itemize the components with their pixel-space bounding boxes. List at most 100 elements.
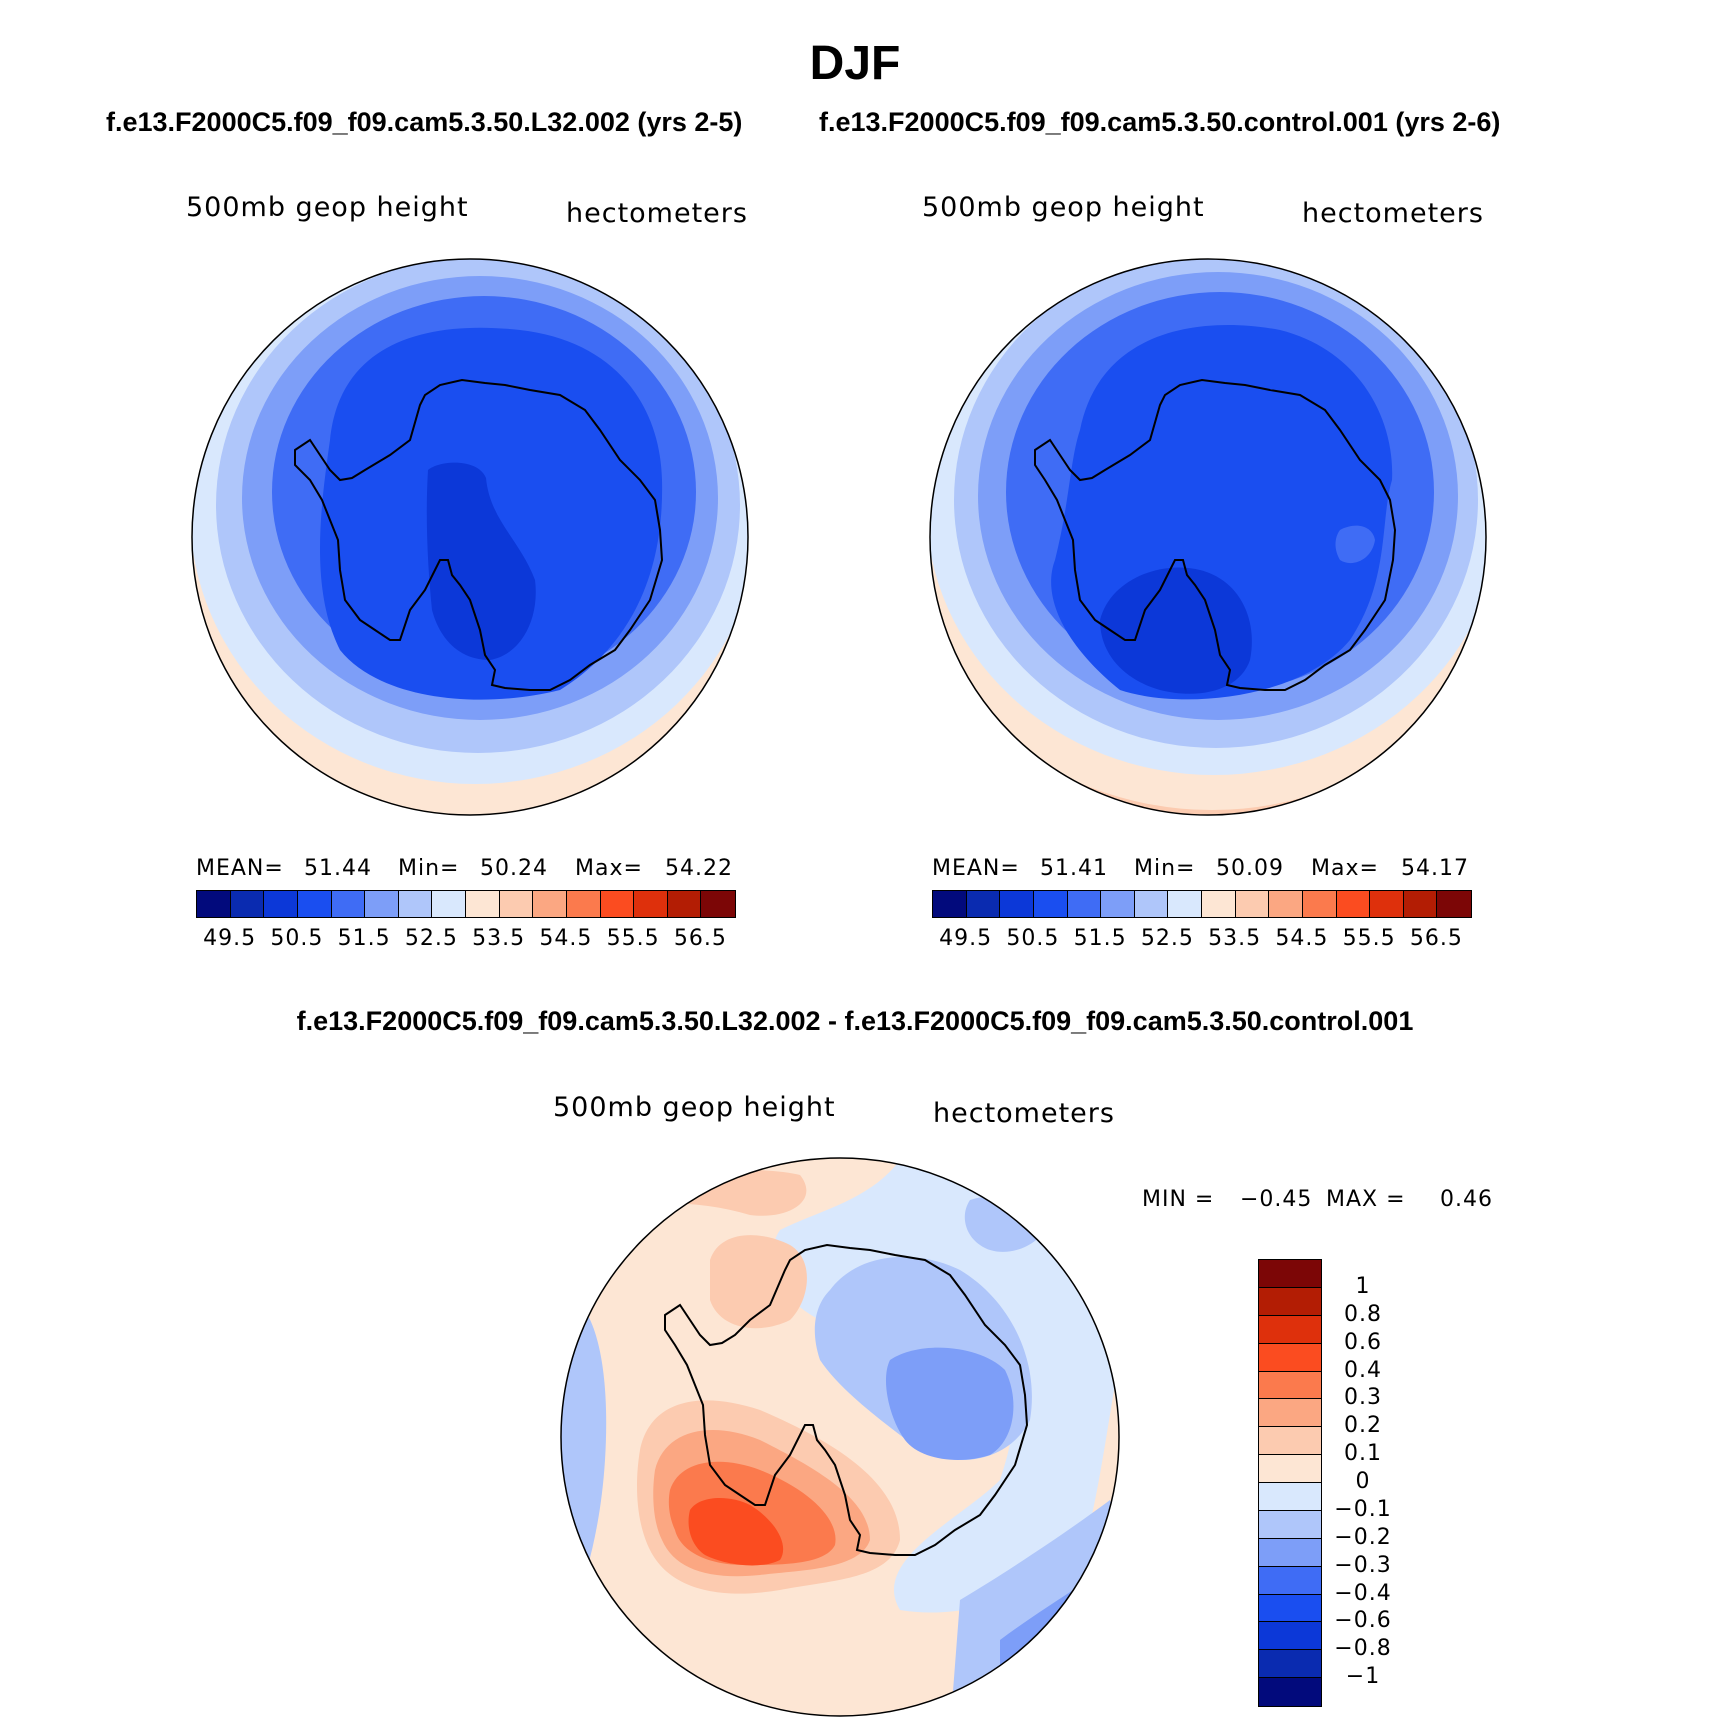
panel-1-title: f.e13.F2000C5.f09_f09.cam5.3.50.L32.002 … bbox=[106, 107, 743, 137]
panel-2-mean-label: MEAN= bbox=[932, 856, 1020, 881]
panel-1-colorbar bbox=[196, 890, 736, 918]
difference-colorbar-tick-label: 0.4 bbox=[1344, 1357, 1382, 1383]
difference-variable-label: 500mb geop height bbox=[553, 1092, 836, 1123]
difference-colorbar-tick-label: 1 bbox=[1355, 1273, 1371, 1299]
difference-min-value: −0.45 bbox=[1240, 1187, 1313, 1212]
panel-1-map bbox=[192, 259, 748, 815]
difference-colorbar-swatch-7 bbox=[1259, 1455, 1321, 1483]
panel-1-colorbar-tick-label: 49.5 bbox=[203, 926, 257, 951]
difference-colorbar-tick-label: 0.2 bbox=[1344, 1413, 1382, 1439]
panel-2-map bbox=[930, 259, 1486, 815]
panel-2-colorbar-swatch-5 bbox=[1101, 891, 1135, 917]
panel-1-colorbar-tick-label: 51.5 bbox=[337, 926, 391, 951]
difference-colorbar-swatch-1 bbox=[1259, 1287, 1321, 1316]
panel-1-colorbar-swatch-8 bbox=[466, 891, 500, 917]
difference-title: f.e13.F2000C5.f09_f09.cam5.3.50.L32.002 … bbox=[296, 1006, 1414, 1036]
difference-colorbar-swatch-12 bbox=[1259, 1594, 1321, 1623]
panel-2-colorbar-swatch-1 bbox=[966, 891, 1001, 917]
panel-1-colorbar-swatch-14 bbox=[667, 891, 702, 917]
panel-1-colorbar-swatch-3 bbox=[297, 891, 332, 917]
difference-colorbar-tick-label: 0 bbox=[1355, 1469, 1371, 1494]
panel-2-colorbar-swatch-9 bbox=[1235, 891, 1270, 917]
panel-2-colorbar-swatch-4 bbox=[1067, 891, 1102, 917]
difference-colorbar-tick-label: 0.3 bbox=[1344, 1385, 1382, 1411]
panel-2-colorbar-tick-label: 55.5 bbox=[1342, 926, 1396, 951]
panel-1-colorbar-swatch-15 bbox=[701, 891, 735, 917]
panel-1-variable-label: 500mb geop height bbox=[186, 192, 469, 223]
difference-map bbox=[561, 1158, 1119, 1716]
panel-1-colorbar-tick-label: 53.5 bbox=[472, 926, 526, 951]
difference-colorbar-tick-label: 0.1 bbox=[1344, 1441, 1382, 1467]
difference-units-label: hectometers bbox=[933, 1098, 1115, 1129]
difference-colorbar-tick-label: −0.1 bbox=[1334, 1496, 1392, 1522]
antarctica-coastline-2 bbox=[1034, 378, 1397, 691]
panel-2-variable-label: 500mb geop height bbox=[922, 192, 1205, 223]
difference-colorbar-swatch-3 bbox=[1259, 1343, 1321, 1372]
panel-1-min-value: 50.24 bbox=[480, 856, 548, 881]
panel-2-max-label: Max= bbox=[1311, 856, 1379, 881]
panel-2-colorbar-tick-label: 56.5 bbox=[1409, 926, 1463, 951]
difference-colorbar-tick-label: 0.6 bbox=[1344, 1329, 1382, 1355]
panel-2-colorbar-tick-label: 53.5 bbox=[1208, 926, 1262, 951]
panel-2-colorbar-swatch-3 bbox=[1033, 891, 1068, 917]
panel-2-colorbar-swatch-14 bbox=[1403, 891, 1438, 917]
panel-1-colorbar-swatch-5 bbox=[365, 891, 399, 917]
difference-colorbar-swatch-9 bbox=[1259, 1510, 1321, 1539]
antarctica-coastline-3 bbox=[664, 1243, 1029, 1556]
panel-2-colorbar-tick-label: 51.5 bbox=[1073, 926, 1127, 951]
panel-2-colorbar-swatch-2 bbox=[1000, 891, 1034, 917]
panel-1-colorbar-swatch-6 bbox=[398, 891, 433, 917]
panel-1-colorbar-swatch-10 bbox=[533, 891, 567, 917]
panel-2-colorbar-swatch-11 bbox=[1302, 891, 1337, 917]
panel-1-colorbar-swatch-13 bbox=[634, 891, 668, 917]
panel-1-colorbar-swatch-9 bbox=[499, 891, 534, 917]
panel-2-title: f.e13.F2000C5.f09_f09.cam5.3.50.control.… bbox=[819, 107, 1501, 137]
panel-1-max-label: Max= bbox=[575, 856, 643, 881]
panel-2-colorbar-tick-label: 54.5 bbox=[1275, 926, 1329, 951]
panel-1-colorbar-tick-label: 52.5 bbox=[404, 926, 458, 951]
panel-2-colorbar-tick-label: 50.5 bbox=[1006, 926, 1060, 951]
difference-colorbar-swatch-10 bbox=[1259, 1538, 1321, 1567]
panel-2-min-label: Min= bbox=[1134, 856, 1196, 881]
difference-colorbar-swatch-8 bbox=[1259, 1483, 1321, 1511]
panel-2-mean-value: 51.41 bbox=[1040, 856, 1108, 881]
difference-colorbar bbox=[1258, 1259, 1322, 1707]
panel-1-colorbar-tick-label: 50.5 bbox=[270, 926, 324, 951]
panel-2-colorbar bbox=[932, 890, 1472, 918]
difference-colorbar-swatch-11 bbox=[1259, 1566, 1321, 1595]
difference-colorbar-tick-label: −0.3 bbox=[1334, 1552, 1392, 1578]
difference-colorbar-tick-label: −0.4 bbox=[1334, 1580, 1392, 1606]
panel-1-colorbar-swatch-1 bbox=[230, 891, 265, 917]
panel-1-mean-label: MEAN= bbox=[196, 856, 284, 881]
panel-1-colorbar-tick-label: 54.5 bbox=[539, 926, 593, 951]
panel-2-colorbar-swatch-15 bbox=[1437, 891, 1471, 917]
difference-colorbar-swatch-13 bbox=[1259, 1622, 1321, 1651]
panel-2-min-value: 50.09 bbox=[1216, 856, 1284, 881]
difference-colorbar-swatch-2 bbox=[1259, 1315, 1321, 1344]
panel-2-colorbar-swatch-8 bbox=[1202, 891, 1236, 917]
difference-colorbar-swatch-14 bbox=[1259, 1650, 1321, 1679]
difference-colorbar-swatch-4 bbox=[1259, 1371, 1321, 1400]
panel-2-colorbar-tick-label: 52.5 bbox=[1140, 926, 1194, 951]
panel-2-colorbar-swatch-10 bbox=[1269, 891, 1303, 917]
panel-1-colorbar-swatch-0 bbox=[197, 891, 231, 917]
difference-colorbar-tick-label: 0.8 bbox=[1344, 1301, 1382, 1327]
panel-1-mean-value: 51.44 bbox=[304, 856, 372, 881]
panel-2-colorbar-swatch-12 bbox=[1336, 891, 1371, 917]
panel-2-colorbar-swatch-7 bbox=[1168, 891, 1202, 917]
panel-1-colorbar-swatch-7 bbox=[432, 891, 466, 917]
difference-colorbar-tick-label: −0.2 bbox=[1334, 1524, 1392, 1550]
panel-1-units-label: hectometers bbox=[566, 198, 748, 229]
difference-colorbar-tick-label: −0.8 bbox=[1334, 1636, 1392, 1662]
panel-2-colorbar-swatch-6 bbox=[1134, 891, 1169, 917]
panel-1-colorbar-tick-label: 56.5 bbox=[673, 926, 727, 951]
panel-2-units-label: hectometers bbox=[1302, 198, 1484, 229]
panel-2-colorbar-swatch-0 bbox=[933, 891, 967, 917]
panel-2-max-value: 54.17 bbox=[1401, 856, 1469, 881]
difference-colorbar-swatch-6 bbox=[1259, 1427, 1321, 1456]
panel-1-colorbar-tick-label: 55.5 bbox=[606, 926, 660, 951]
difference-max-label: MAX = bbox=[1326, 1187, 1406, 1212]
difference-colorbar-swatch-5 bbox=[1259, 1399, 1321, 1428]
panel-1-colorbar-swatch-2 bbox=[264, 891, 298, 917]
